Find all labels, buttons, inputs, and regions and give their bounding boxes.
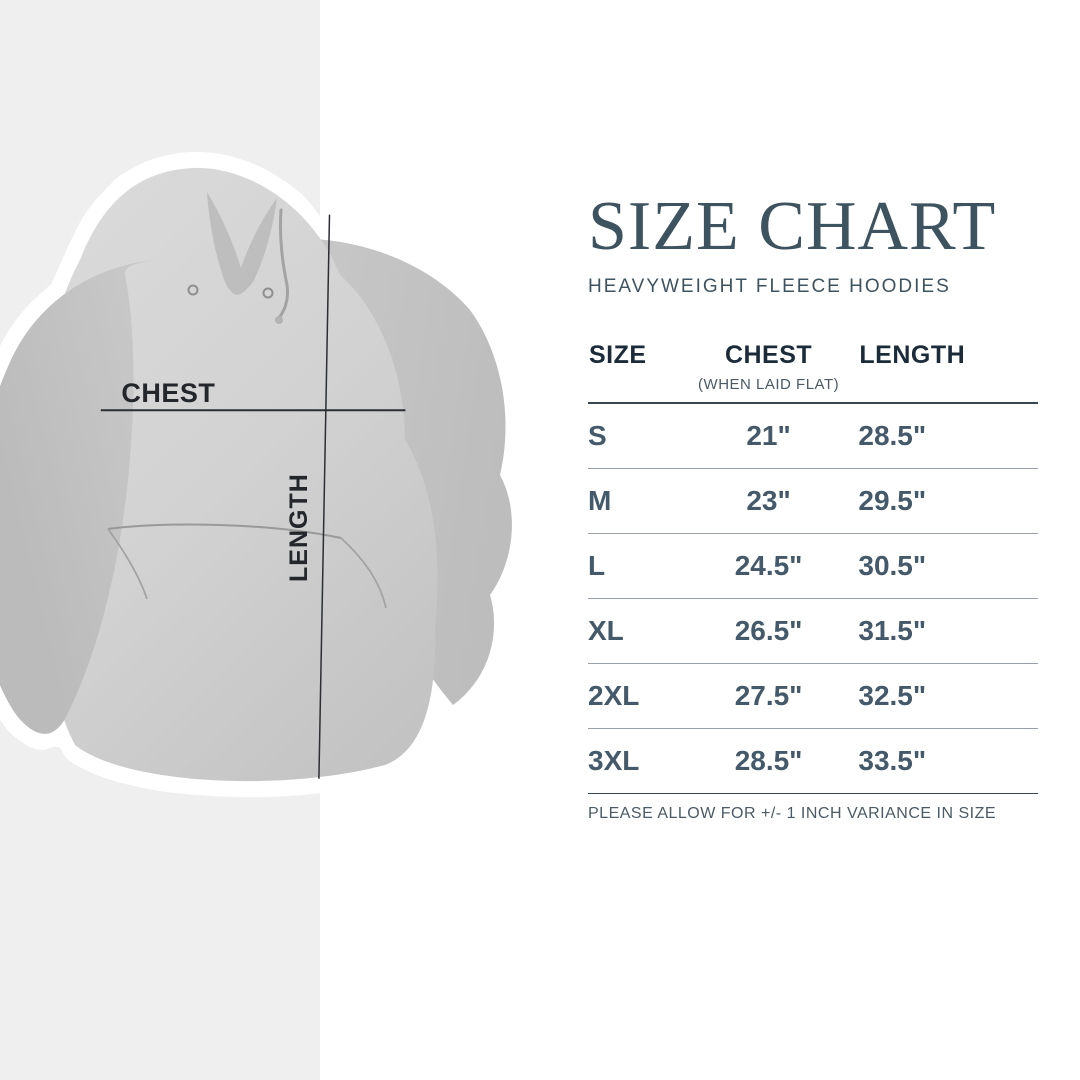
svg-text:LENGTH: LENGTH [285,473,313,582]
svg-text:CHEST: CHEST [121,378,215,408]
